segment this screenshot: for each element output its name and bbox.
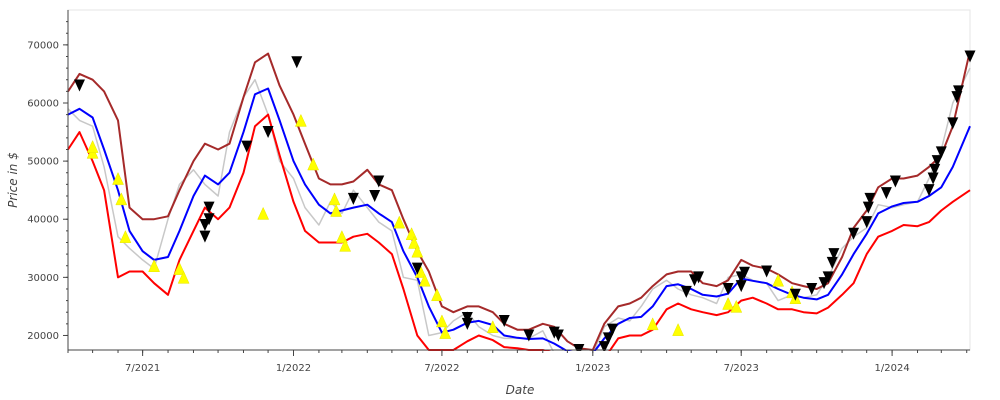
y-tick-label: 50000	[27, 157, 59, 168]
sell-signal-marker	[498, 314, 510, 327]
buy-signal-marker	[646, 317, 659, 331]
buy-signal-marker	[328, 192, 341, 206]
sell-signal-marker	[369, 189, 381, 202]
buy-signal-marker	[411, 244, 424, 258]
sell-signal-marker	[947, 117, 959, 130]
sell-signal-marker	[923, 184, 935, 197]
sell-signal-marker	[880, 187, 892, 200]
sell-signal-marker	[735, 280, 747, 293]
sell-signal-marker	[864, 192, 876, 205]
sell-signal-marker	[964, 50, 976, 63]
sell-signal-marker	[848, 227, 860, 240]
sell-signal-marker	[203, 201, 215, 214]
buy-signal-marker	[431, 288, 443, 302]
sell-signal-marker	[461, 317, 473, 330]
buy-signal-marker	[335, 230, 348, 243]
sell-signal-marker	[606, 323, 618, 336]
y-tick-label: 30000	[27, 273, 59, 284]
sell-signal-marker	[598, 341, 610, 354]
y-tick-label: 40000	[27, 215, 59, 226]
x-tick-label: 7/2023	[724, 363, 759, 374]
sell-signal-marker	[262, 126, 274, 139]
sell-signal-marker	[347, 192, 359, 205]
x-tick-label: 1/2022	[276, 363, 311, 374]
sell-signal-marker	[722, 282, 734, 295]
sell-signal-marker	[826, 256, 838, 269]
sell-signal-marker	[73, 79, 85, 92]
sell-signal-marker	[739, 266, 750, 279]
buy-signal-marker	[148, 259, 160, 272]
sell-signal-marker	[931, 155, 943, 168]
buy-signal-marker	[722, 296, 734, 310]
sell-signal-marker	[411, 262, 423, 275]
sell-signal-marker	[199, 230, 211, 243]
sell-signal-marker	[761, 265, 773, 278]
buy-signal-marker	[418, 273, 431, 287]
buy-signal-marker	[177, 270, 190, 284]
buy-signal-marker	[119, 230, 132, 243]
buy-signal-marker	[672, 323, 684, 336]
sell-signal-marker	[822, 271, 834, 284]
y-axis-title: Price in $	[6, 152, 20, 208]
x-tick-label: 7/2021	[125, 363, 160, 374]
x-tick-label: 7/2022	[424, 363, 459, 374]
buy-signal-marker	[439, 325, 452, 339]
buy-signal-marker	[436, 314, 448, 328]
sell-signal-marker	[935, 146, 947, 159]
sell-signal-marker	[953, 85, 965, 98]
sell-signal-marker	[373, 175, 385, 188]
sell-signal-marker	[680, 285, 692, 298]
buy-signal-marker	[486, 320, 499, 334]
sell-signal-marker	[828, 248, 840, 261]
sell-signal-marker	[552, 329, 564, 342]
sell-signal-marker	[806, 282, 818, 295]
buy-signal-marker	[307, 157, 320, 171]
y-tick-label: 60000	[27, 98, 59, 109]
buy-signal-marker	[115, 192, 128, 206]
x-axis-title: Date	[506, 383, 535, 397]
sell-signal-marker	[929, 163, 941, 176]
sell-signal-marker	[241, 140, 253, 153]
series-line-moving-average	[67, 87, 971, 355]
sell-signal-marker	[889, 175, 901, 188]
series-line-lower-band	[67, 113, 971, 360]
buy-signal-marker	[257, 206, 270, 220]
sell-signal-marker	[602, 332, 614, 345]
sell-signal-marker	[927, 172, 939, 185]
sell-signal-marker	[693, 271, 705, 284]
x-axis-background	[0, 351, 1000, 400]
buy-signal-marker	[294, 113, 307, 127]
buy-signal-marker	[393, 215, 406, 229]
sell-signal-marker	[203, 213, 215, 226]
sell-signal-marker	[523, 329, 535, 342]
sell-signal-marker	[789, 288, 801, 301]
buy-signal-marker	[173, 262, 186, 275]
sell-signal-marker	[861, 216, 873, 229]
buy-signal-marker	[330, 203, 343, 217]
buy-signal-marker	[772, 273, 785, 287]
buy-signal-marker	[112, 171, 124, 185]
buy-signal-marker	[339, 238, 352, 252]
x-tick-label: 1/2024	[875, 363, 910, 374]
series-line-upper-band	[67, 50, 971, 351]
sell-signal-marker	[291, 56, 303, 69]
sell-signal-marker	[862, 201, 874, 214]
buy-signal-marker	[730, 299, 743, 313]
buy-signal-marker	[86, 139, 99, 153]
x-tick-label: 1/2023	[575, 363, 610, 374]
y-tick-label: 70000	[27, 40, 59, 51]
buy-signal-marker	[408, 235, 420, 249]
y-tick-label: 20000	[27, 331, 59, 342]
